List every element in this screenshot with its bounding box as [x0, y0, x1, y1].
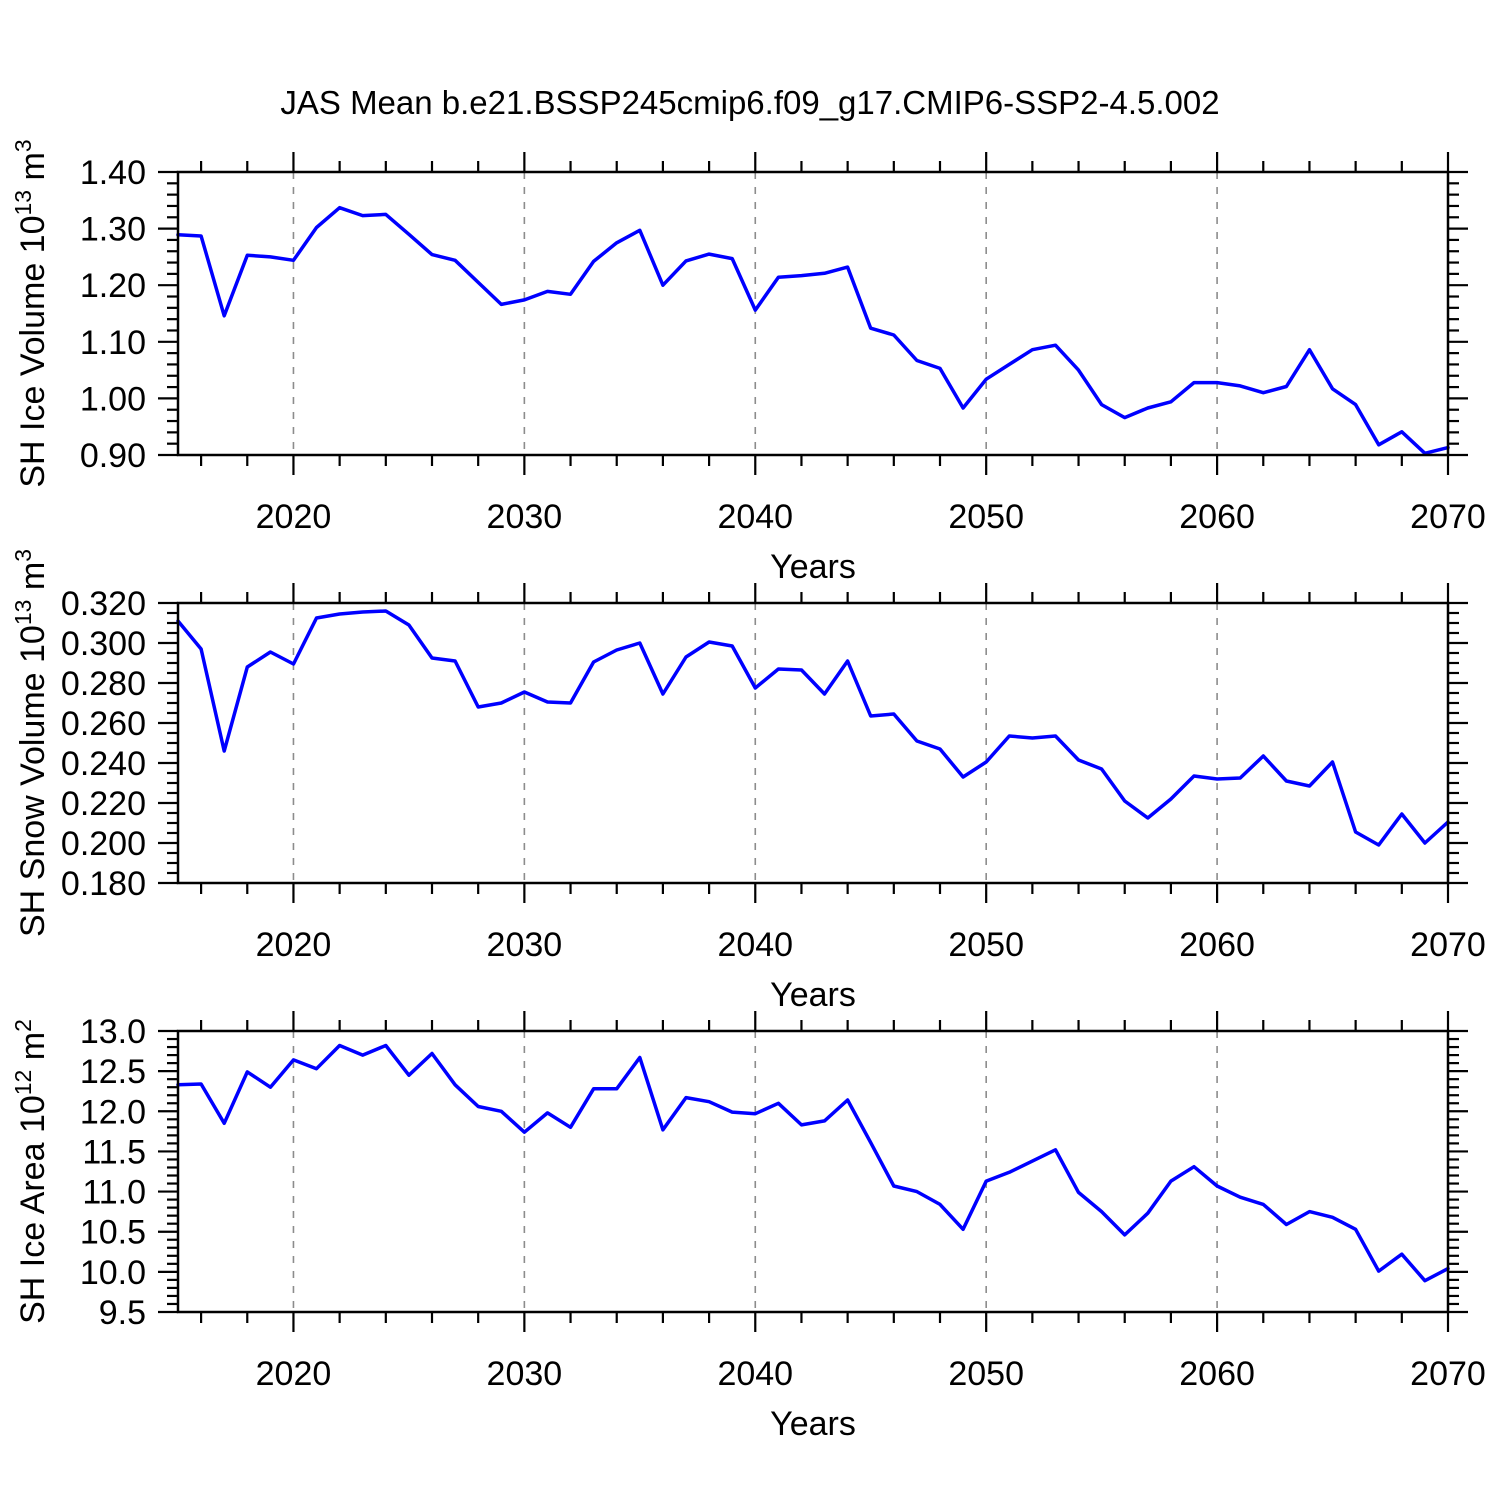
- svg-text:1.10: 1.10: [80, 324, 146, 362]
- svg-text:0.220: 0.220: [61, 785, 146, 823]
- plot-frame: [176, 1029, 1450, 1314]
- y-tick-labels: 0.90 1.00 1.10 1.20 1.30 1.40: [80, 154, 146, 475]
- x-axis-label: Years: [770, 976, 856, 1014]
- svg-text:2060: 2060: [1179, 498, 1255, 536]
- y-axis-label: SH Ice Area 1012 m2: [10, 1019, 52, 1324]
- x-tick-labels: 2020 2030 2040 2050 2060 2070: [256, 498, 1486, 536]
- x-axis-label: Years: [770, 1405, 856, 1443]
- svg-text:2050: 2050: [948, 926, 1024, 964]
- svg-text:2040: 2040: [717, 926, 793, 964]
- plot-frame: [176, 170, 1450, 457]
- svg-text:0.90: 0.90: [80, 437, 146, 475]
- svg-text:2030: 2030: [487, 498, 563, 536]
- svg-text:0.280: 0.280: [61, 665, 146, 703]
- series-line-sh-ice-area: [176, 1043, 1450, 1283]
- svg-text:0.320: 0.320: [61, 585, 146, 623]
- svg-text:2070: 2070: [1410, 1355, 1486, 1393]
- svg-text:1.40: 1.40: [80, 154, 146, 192]
- svg-text:2050: 2050: [948, 498, 1024, 536]
- y-axis-label: SH Ice Volume 1013 m3: [10, 139, 52, 487]
- gridlines: [292, 172, 1218, 455]
- svg-text:2020: 2020: [256, 498, 332, 536]
- panel-sh-snow-volume: 0.1800.2000.2200.2400.2600.2800.3000.320…: [10, 549, 1486, 1014]
- svg-text:2070: 2070: [1410, 926, 1486, 964]
- panel-sh-ice-volume: 0.90 1.00 1.10 1.20 1.30 1.40 2020 2030 2040 2050…: [10, 139, 1486, 586]
- svg-text:2020: 2020: [256, 926, 332, 964]
- svg-text:9.5: 9.5: [99, 1294, 146, 1332]
- y-tick-labels: 9.510.010.511.011.512.012.513.0: [80, 1013, 146, 1332]
- gridlines: [292, 603, 1218, 883]
- svg-text:13.0: 13.0: [80, 1013, 146, 1051]
- axis-ticks: [158, 1011, 1468, 1332]
- svg-text:11.5: 11.5: [82, 1133, 146, 1171]
- svg-text:2040: 2040: [717, 1355, 793, 1393]
- svg-text:2050: 2050: [948, 1355, 1024, 1393]
- svg-text:0.200: 0.200: [61, 825, 146, 863]
- svg-text:10.0: 10.0: [80, 1254, 146, 1292]
- x-tick-labels: 2020 2030 2040 2050 2060 2070: [256, 926, 1486, 964]
- svg-text:0.240: 0.240: [61, 745, 146, 783]
- svg-text:2060: 2060: [1179, 926, 1255, 964]
- gridlines: [292, 1031, 1218, 1312]
- svg-text:2070: 2070: [1410, 498, 1486, 536]
- svg-text:2040: 2040: [717, 498, 793, 536]
- svg-text:0.260: 0.260: [61, 705, 146, 743]
- svg-text:10.5: 10.5: [80, 1214, 146, 1252]
- svg-text:2060: 2060: [1179, 1355, 1255, 1393]
- series-line-sh-snow-volume: [176, 609, 1450, 847]
- axis-ticks: [158, 583, 1468, 903]
- svg-text:1.30: 1.30: [80, 211, 146, 249]
- svg-text:11.0: 11.0: [82, 1174, 146, 1212]
- x-tick-labels: 2020 2030 2040 2050 2060 2070: [256, 1355, 1486, 1393]
- svg-text:0.180: 0.180: [61, 865, 146, 903]
- svg-text:12.0: 12.0: [80, 1093, 146, 1131]
- axis-ticks: [158, 152, 1468, 475]
- svg-text:1.20: 1.20: [80, 267, 146, 305]
- svg-text:2030: 2030: [487, 926, 563, 964]
- plot-frame: [176, 601, 1450, 885]
- svg-text:12.5: 12.5: [80, 1053, 146, 1091]
- y-axis-label: SH Snow Volume 1013 m3: [10, 549, 52, 937]
- svg-text:2030: 2030: [487, 1355, 563, 1393]
- series-line-sh-ice-volume: [176, 205, 1450, 456]
- svg-text:2020: 2020: [256, 1355, 332, 1393]
- svg-text:0.300: 0.300: [61, 625, 146, 663]
- x-axis-label: Years: [770, 548, 856, 586]
- chart-title: JAS Mean b.e21.BSSP245cmip6.f09_g17.CMIP…: [280, 84, 1220, 121]
- svg-text:1.00: 1.00: [80, 380, 146, 418]
